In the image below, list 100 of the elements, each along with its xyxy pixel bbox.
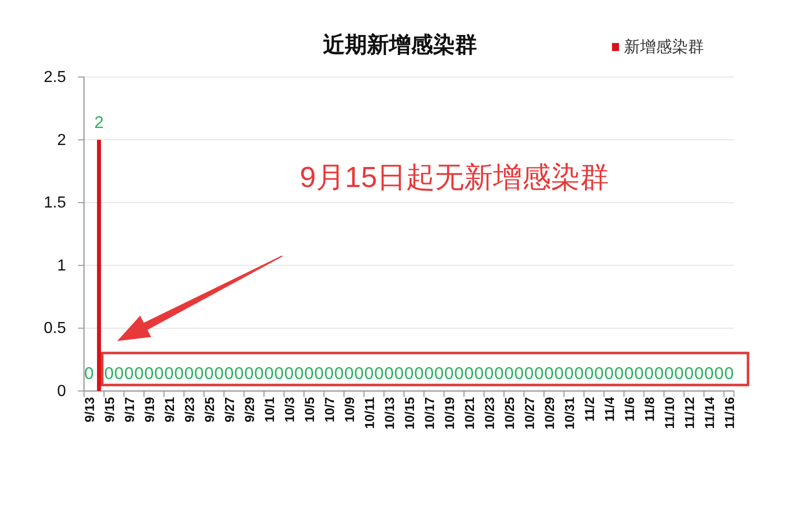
y-tick-label: 0 [57,382,66,400]
data-label: 0 [624,364,634,383]
data-label: 0 [644,364,654,383]
x-tick-label: 10/27 [522,397,536,430]
data-label: 0 [594,364,604,383]
data-label: 0 [544,364,554,383]
x-tick-label: 9/27 [222,397,236,422]
data-label: 0 [674,364,684,383]
chart-title: 近期新增感染群 [323,32,477,57]
y-tick-label: 1 [57,256,66,274]
data-label: 0 [394,364,404,383]
data-label: 0 [444,364,454,383]
y-tick-label: 1.5 [44,194,66,212]
x-tick-label: 9/25 [202,397,216,422]
data-label: 0 [514,364,524,383]
data-label: 0 [214,364,224,383]
data-label: 0 [274,364,284,383]
data-label: 0 [154,364,164,383]
data-label: 0 [534,364,544,383]
data-label: 0 [474,364,484,383]
data-label: 0 [584,364,594,383]
data-label: 0 [694,364,704,383]
x-tick-label: 11/14 [702,396,716,429]
legend-label: 新增感染群 [624,38,704,56]
data-label: 0 [564,364,574,383]
data-label: 0 [234,364,244,383]
x-tick-label: 10/3 [282,397,296,422]
y-tick-label: 2 [57,131,66,148]
x-tick-label: 11/12 [682,397,696,429]
annotation: 9月15日起无新增感染群 [300,162,610,194]
data-label: 0 [604,364,614,383]
data-label: 0 [464,364,474,383]
x-tick-label: 11/2 [582,397,596,422]
data-label: 0 [174,364,184,383]
data-label: 0 [374,364,384,383]
x-tick-label: 10/7 [322,397,336,422]
data-label: 0 [484,364,494,383]
data-label: 0 [724,364,734,383]
x-tick-label: 10/25 [502,397,516,430]
x-tick-label: 10/31 [562,397,576,430]
data-label: 0 [524,364,534,383]
x-tick-label: 10/11 [362,397,376,429]
x-tick-label: 11/4 [602,396,616,422]
x-tick-label: 10/17 [422,397,436,430]
data-label: 0 [654,364,664,383]
data-label: 0 [684,364,694,383]
data-label: 0 [614,364,624,383]
data-label: 2 [94,112,104,132]
data-label: 0 [284,364,294,383]
x-tick-label: 9/17 [122,397,136,422]
data-label: 0 [494,364,504,383]
data-label: 0 [334,364,344,383]
x-tick-label: 11/10 [662,397,676,429]
data-label: 0 [574,364,584,383]
x-tick-label: 10/21 [462,397,476,430]
x-tick-label: 9/15 [102,397,116,422]
x-tick-label: 9/29 [242,397,256,422]
x-tick-label: 10/23 [482,397,496,430]
data-label: 0 [254,364,264,383]
data-label: 0 [124,364,134,383]
x-tick-label: 10/15 [402,397,416,430]
data-label: 0 [354,364,364,383]
data-label: 0 [84,364,94,383]
data-label: 0 [224,364,234,383]
x-tick-label: 10/29 [542,397,556,430]
data-label: 0 [384,364,394,383]
data-label: 0 [554,364,564,383]
data-label: 0 [304,364,314,383]
data-label: 0 [504,364,514,383]
y-tick-label: 0.5 [44,320,66,337]
x-tick-label: 10/19 [442,397,456,430]
data-label: 0 [714,364,724,383]
data-label: 0 [144,364,154,383]
y-tick-label: 2.5 [44,68,66,86]
data-label: 0 [204,364,214,383]
x-tick-label: 11/16 [722,397,736,429]
data-label: 0 [434,364,444,383]
x-tick-label: 11/6 [622,397,636,422]
data-label: 0 [414,364,424,383]
x-tick-label: 10/1 [262,397,276,422]
data-label: 0 [364,364,374,383]
data-label: 0 [194,364,204,383]
legend: 新增感染群 [612,38,704,56]
x-tick-label: 9/19 [142,397,156,422]
data-label: 0 [344,364,354,383]
data-label: 0 [294,364,304,383]
x-tick-label: 11/8 [642,397,656,422]
data-label: 0 [664,364,674,383]
data-label: 0 [404,364,414,383]
x-tick-label: 9/21 [162,397,176,422]
x-tick-label: 9/23 [182,397,196,422]
data-label: 0 [114,364,124,383]
data-label: 0 [244,364,254,383]
data-label: 0 [454,364,464,383]
x-tick-label: 10/9 [342,397,356,422]
data-label: 0 [184,364,194,383]
data-label: 0 [104,364,114,383]
x-tick-label: 10/13 [382,397,396,430]
data-label: 0 [324,364,334,383]
data-label: 0 [634,364,644,383]
